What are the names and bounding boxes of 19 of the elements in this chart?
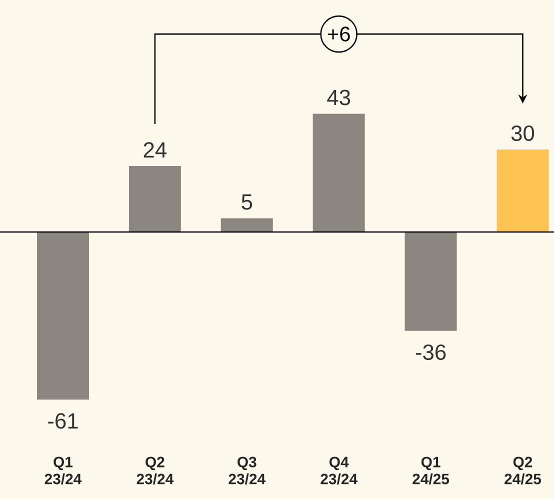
bar: [404, 232, 457, 331]
bar: [36, 232, 89, 400]
data-label: 43: [327, 90, 350, 106]
bar: [312, 114, 365, 232]
x-tick-label: Q3 23/24: [228, 456, 266, 484]
text: +6: [328, 26, 350, 42]
data-label: -36: [416, 344, 446, 360]
data-label: -61: [48, 413, 78, 429]
bar: [220, 218, 273, 232]
x-tick-label: Q1 23/24: [44, 456, 82, 484]
x-tick-label: Q4 23/24: [320, 456, 358, 484]
x-tick-label: Q2 24/25: [504, 456, 542, 484]
data-label: 5: [242, 194, 252, 210]
x-tick-label: Q1 24/25: [412, 456, 450, 484]
bar: [128, 166, 181, 232]
data-label: 30: [511, 125, 534, 142]
x-tick-label: Q2 23/24: [136, 456, 174, 484]
data-label: 24: [144, 142, 166, 158]
bar: [496, 150, 549, 232]
